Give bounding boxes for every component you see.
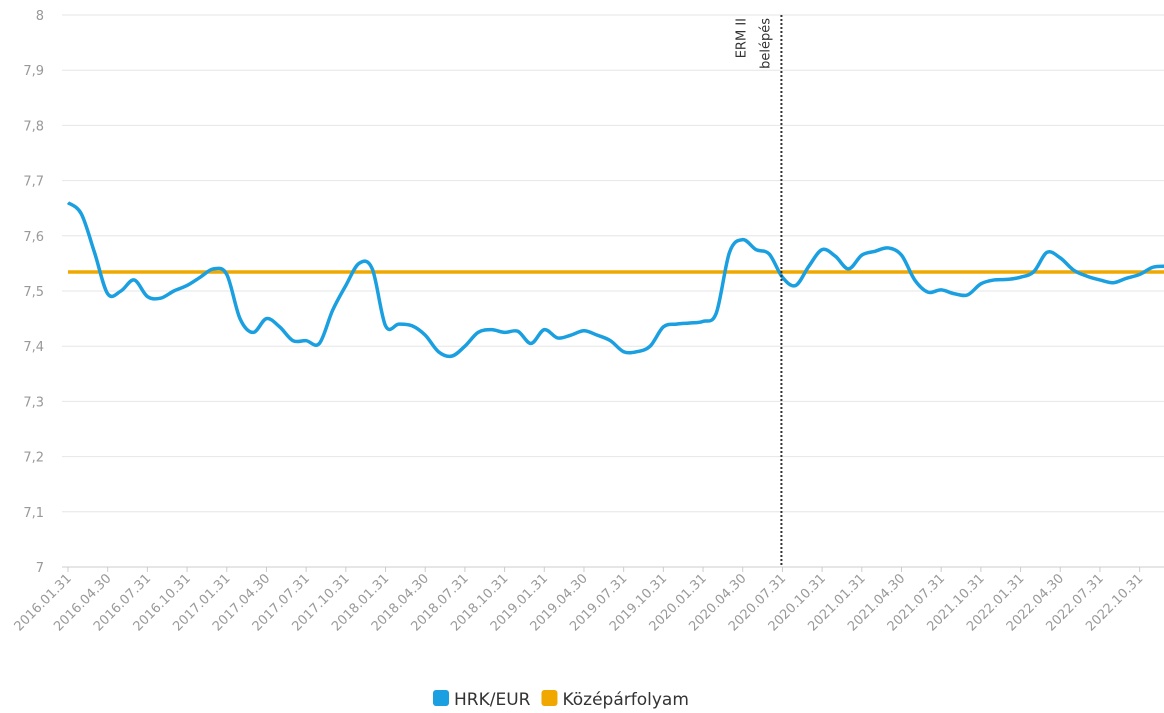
y-tick-label: 7,8 — [23, 119, 44, 134]
y-tick-label: 7 — [36, 561, 44, 576]
legend-swatch — [541, 690, 558, 706]
y-tick-label: 7,5 — [23, 285, 44, 300]
legend-label: HRK/EUR — [454, 690, 531, 710]
annotation-text: ERM II — [734, 18, 749, 58]
y-tick-label: 7,9 — [23, 64, 44, 79]
annotation-text: belépés — [758, 18, 773, 69]
y-tick-label: 7,2 — [23, 451, 44, 466]
y-tick-label: 7,1 — [23, 506, 44, 521]
y-tick-label: 7,7 — [23, 175, 44, 190]
legend-swatch — [433, 690, 449, 706]
legend-label: Középárfolyam — [562, 690, 688, 710]
y-tick-label: 7,4 — [23, 340, 44, 355]
series-line — [66, 201, 1164, 359]
y-tick-label: 7,6 — [23, 230, 44, 245]
y-tick-label: 7,3 — [23, 395, 44, 410]
y-tick-label: 8 — [36, 9, 44, 24]
